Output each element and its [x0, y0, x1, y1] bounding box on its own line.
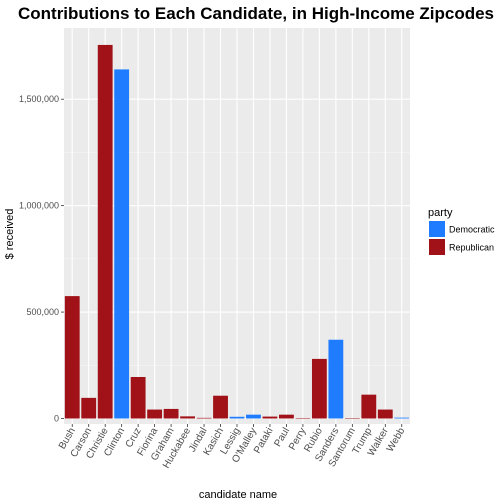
x-axis-title: candidate name: [199, 489, 277, 501]
bars: [64, 44, 410, 419]
bar-perry: [295, 418, 311, 419]
legend-label-republican: Republican: [449, 243, 494, 253]
bar-jindal: [196, 417, 212, 419]
bar-christie: [97, 44, 113, 419]
bar-trump: [361, 394, 377, 419]
bar-cruz: [130, 376, 146, 419]
bar-rubio: [311, 358, 327, 419]
x-axis-ticks: BushCarsonChristieClintonCruzFiorinaGrah…: [57, 424, 408, 470]
legend-swatch-republican: [429, 239, 445, 255]
bar-omalley: [246, 414, 261, 419]
bar-graham: [163, 408, 179, 419]
bar-fiorina: [147, 409, 163, 419]
chart-title: Contributions to Each Candidate, in High…: [18, 4, 494, 23]
y-axis-ticks: 0 500,000 1,000,000 1,500,000: [19, 94, 64, 424]
bar-santorum: [344, 418, 360, 419]
legend-swatch-democratic: [429, 221, 445, 237]
x-tick-label: Webb: [385, 426, 408, 454]
y-tick-label: 1,000,000: [19, 201, 59, 211]
bar-sanders: [328, 339, 344, 419]
legend-title: party: [428, 207, 453, 219]
y-tick-label: 500,000: [26, 307, 59, 317]
bar-carson: [81, 397, 97, 419]
bar-kasich: [213, 395, 228, 419]
y-axis-title: $ received: [4, 209, 16, 260]
bar-walker: [377, 409, 393, 419]
bar-lessig: [229, 416, 245, 419]
legend: party Democratic Republican: [428, 207, 495, 255]
y-tick-label: 1,500,000: [19, 94, 59, 104]
bar-pataki: [262, 416, 278, 419]
legend-label-democratic: Democratic: [449, 225, 495, 235]
bar-clinton: [114, 69, 130, 419]
bar-bush: [64, 296, 80, 419]
bar-webb: [394, 417, 410, 419]
y-tick-label: 0: [54, 414, 59, 424]
bar-huckabee: [180, 416, 195, 419]
bar-paul: [279, 414, 294, 419]
